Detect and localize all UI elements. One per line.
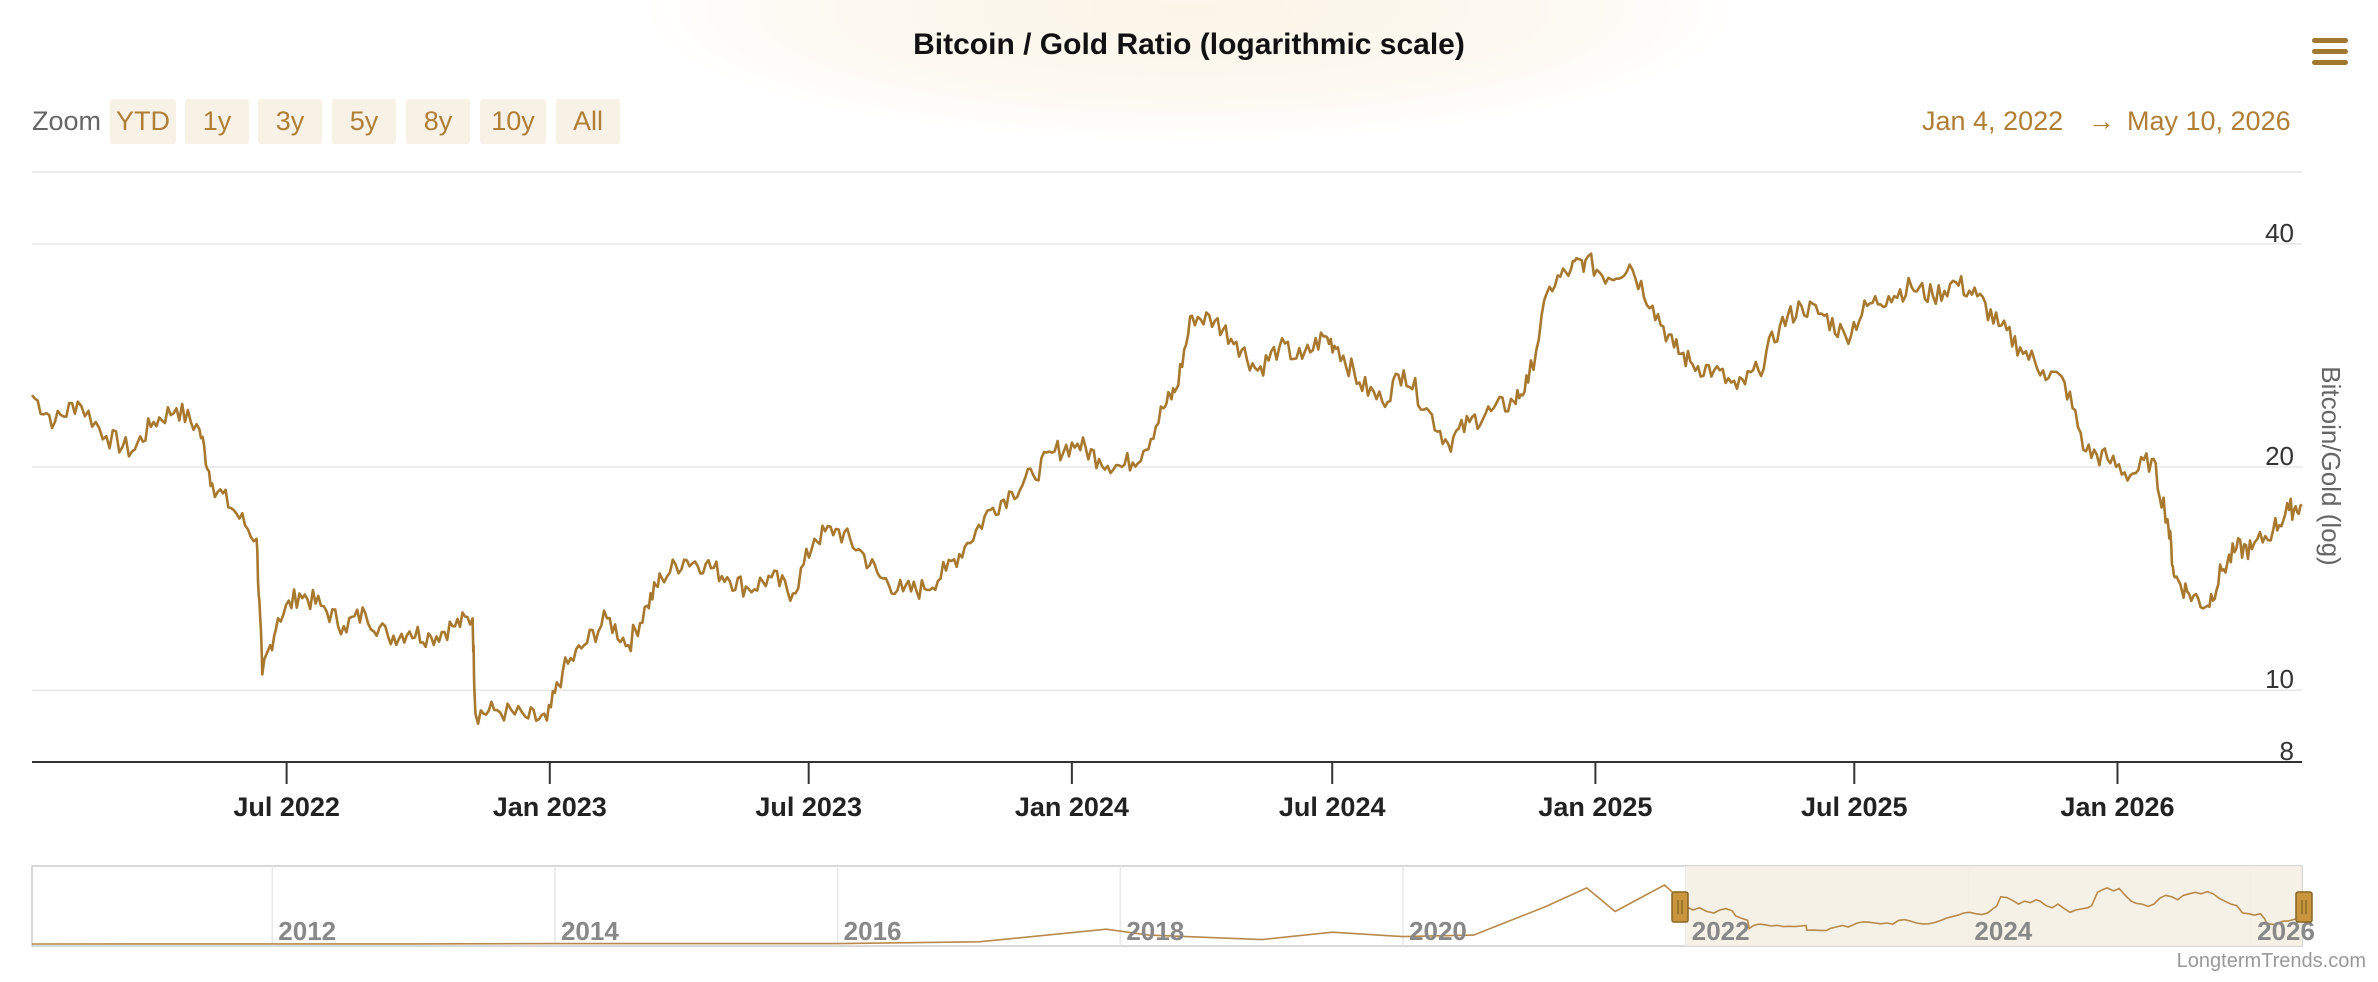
zoom-8y-button[interactable]: 8y xyxy=(406,99,470,144)
navigator[interactable]: 2012 2014 2016 2018 2020 2022 2024 2026 xyxy=(31,865,2315,947)
navigator-selection[interactable] xyxy=(1687,866,2302,946)
x-tick-label: Jan 2024 xyxy=(1015,792,1129,822)
navigator-year-label: 2018 xyxy=(1126,916,1184,946)
x-axis-ticks: Jul 2022 Jan 2023 Jul 2023 Jan 2024 Jul 2024… xyxy=(233,762,2175,822)
zoom-all-button[interactable]: All xyxy=(556,99,620,144)
zoom-1y-button[interactable]: 1y xyxy=(185,99,249,144)
zoom-3y-button[interactable]: 3y xyxy=(258,99,322,144)
range-to-date[interactable]: May 10, 2026 xyxy=(2127,106,2291,136)
zoom-ytd-button[interactable]: YTD xyxy=(110,99,176,144)
y-tick-label: 20 xyxy=(2265,441,2294,471)
x-tick-label: Jul 2022 xyxy=(233,792,340,822)
navigator-year-label: 2014 xyxy=(561,916,619,946)
series-line-bitcoin-gold xyxy=(30,252,2303,725)
navigator-year-label: 2024 xyxy=(1974,916,2032,946)
zoom-5y-button[interactable]: 5y xyxy=(332,99,396,144)
range-arrow-icon: → xyxy=(2088,106,2115,136)
x-tick-label: Jan 2026 xyxy=(2060,792,2174,822)
navigator-right-handle[interactable] xyxy=(2295,891,2313,923)
x-tick-label: Jul 2023 xyxy=(755,792,862,822)
navigator-left-handle[interactable] xyxy=(1671,891,1689,923)
credit-link[interactable]: LongtermTrends.com xyxy=(2176,950,2366,972)
y-tick-label: 8 xyxy=(2280,736,2294,766)
y-axis-ticks: 8 10 20 40 xyxy=(2265,218,2294,766)
y-tick-label: 10 xyxy=(2265,664,2294,694)
x-tick-label: Jul 2024 xyxy=(1279,792,1386,822)
x-tick-label: Jan 2025 xyxy=(1538,792,1652,822)
x-tick-label: Jan 2023 xyxy=(493,792,607,822)
y-tick-label: 40 xyxy=(2265,218,2294,248)
hamburger-menu-icon[interactable] xyxy=(2312,38,2348,68)
navigator-year-label: 2012 xyxy=(278,916,336,946)
y-axis-label: Bitcoin/Gold (log) xyxy=(2316,366,2346,565)
range-from-date[interactable]: Jan 4, 2022 xyxy=(1922,106,2064,136)
navigator-year-labels: 2012 2014 2016 2018 2020 2022 2024 2026 xyxy=(278,916,2315,946)
navigator-series-line xyxy=(31,884,2302,945)
zoom-10y-button[interactable]: 10y xyxy=(480,99,546,144)
grid-lines xyxy=(32,171,2302,691)
chart-title: Bitcoin / Gold Ratio (logarithmic scale) xyxy=(913,28,1465,61)
navigator-year-label: 2022 xyxy=(1692,916,1750,946)
x-tick-label: Jul 2025 xyxy=(1801,792,1908,822)
navigator-year-label: 2016 xyxy=(844,916,902,946)
zoom-label: Zoom xyxy=(32,106,102,136)
navigator-year-label: 2020 xyxy=(1409,916,1467,946)
